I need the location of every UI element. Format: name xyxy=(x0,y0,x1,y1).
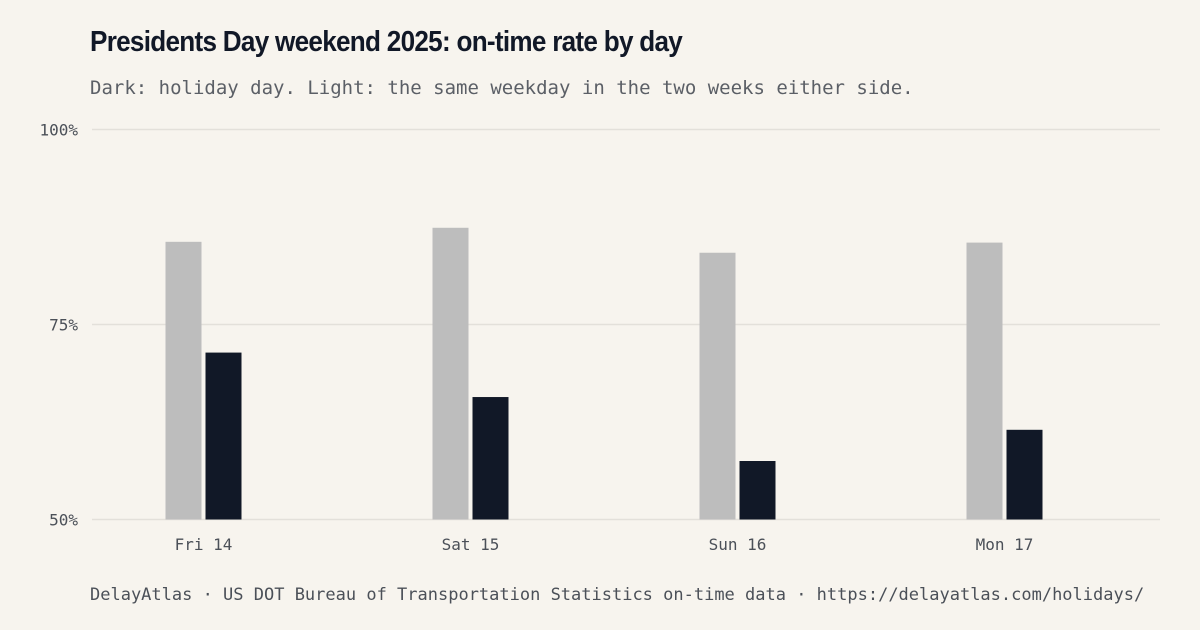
bar-holiday-2 xyxy=(739,461,776,520)
bar-baseline-2 xyxy=(699,252,736,520)
chart-title: Presidents Day weekend 2025: on-time rat… xyxy=(90,26,683,58)
y-tick-label: 50% xyxy=(49,511,78,530)
y-tick-label: 100% xyxy=(39,121,78,140)
tick-labels: 50% 75% 100% Fri 14 Sat 15 Sun 16 Mon 17 xyxy=(39,121,1033,555)
bar-baseline-1 xyxy=(432,227,469,520)
x-tick-label: Sun 16 xyxy=(709,535,767,554)
bar-holiday-0 xyxy=(205,352,242,520)
bars xyxy=(165,227,1043,520)
source-footer: DelayAtlas · US DOT Bureau of Transporta… xyxy=(90,585,1145,605)
bar-holiday-3 xyxy=(1006,429,1043,520)
bar-holiday-1 xyxy=(472,397,509,520)
y-tick-label: 75% xyxy=(49,316,78,335)
x-tick-label: Sat 15 xyxy=(442,535,500,554)
bar-baseline-0 xyxy=(165,241,202,520)
bar-baseline-3 xyxy=(966,242,1003,520)
x-tick-label: Mon 17 xyxy=(976,535,1034,554)
chart-subtitle: Dark: holiday day. Light: the same weekd… xyxy=(90,77,914,99)
x-tick-label: Fri 14 xyxy=(175,535,233,554)
